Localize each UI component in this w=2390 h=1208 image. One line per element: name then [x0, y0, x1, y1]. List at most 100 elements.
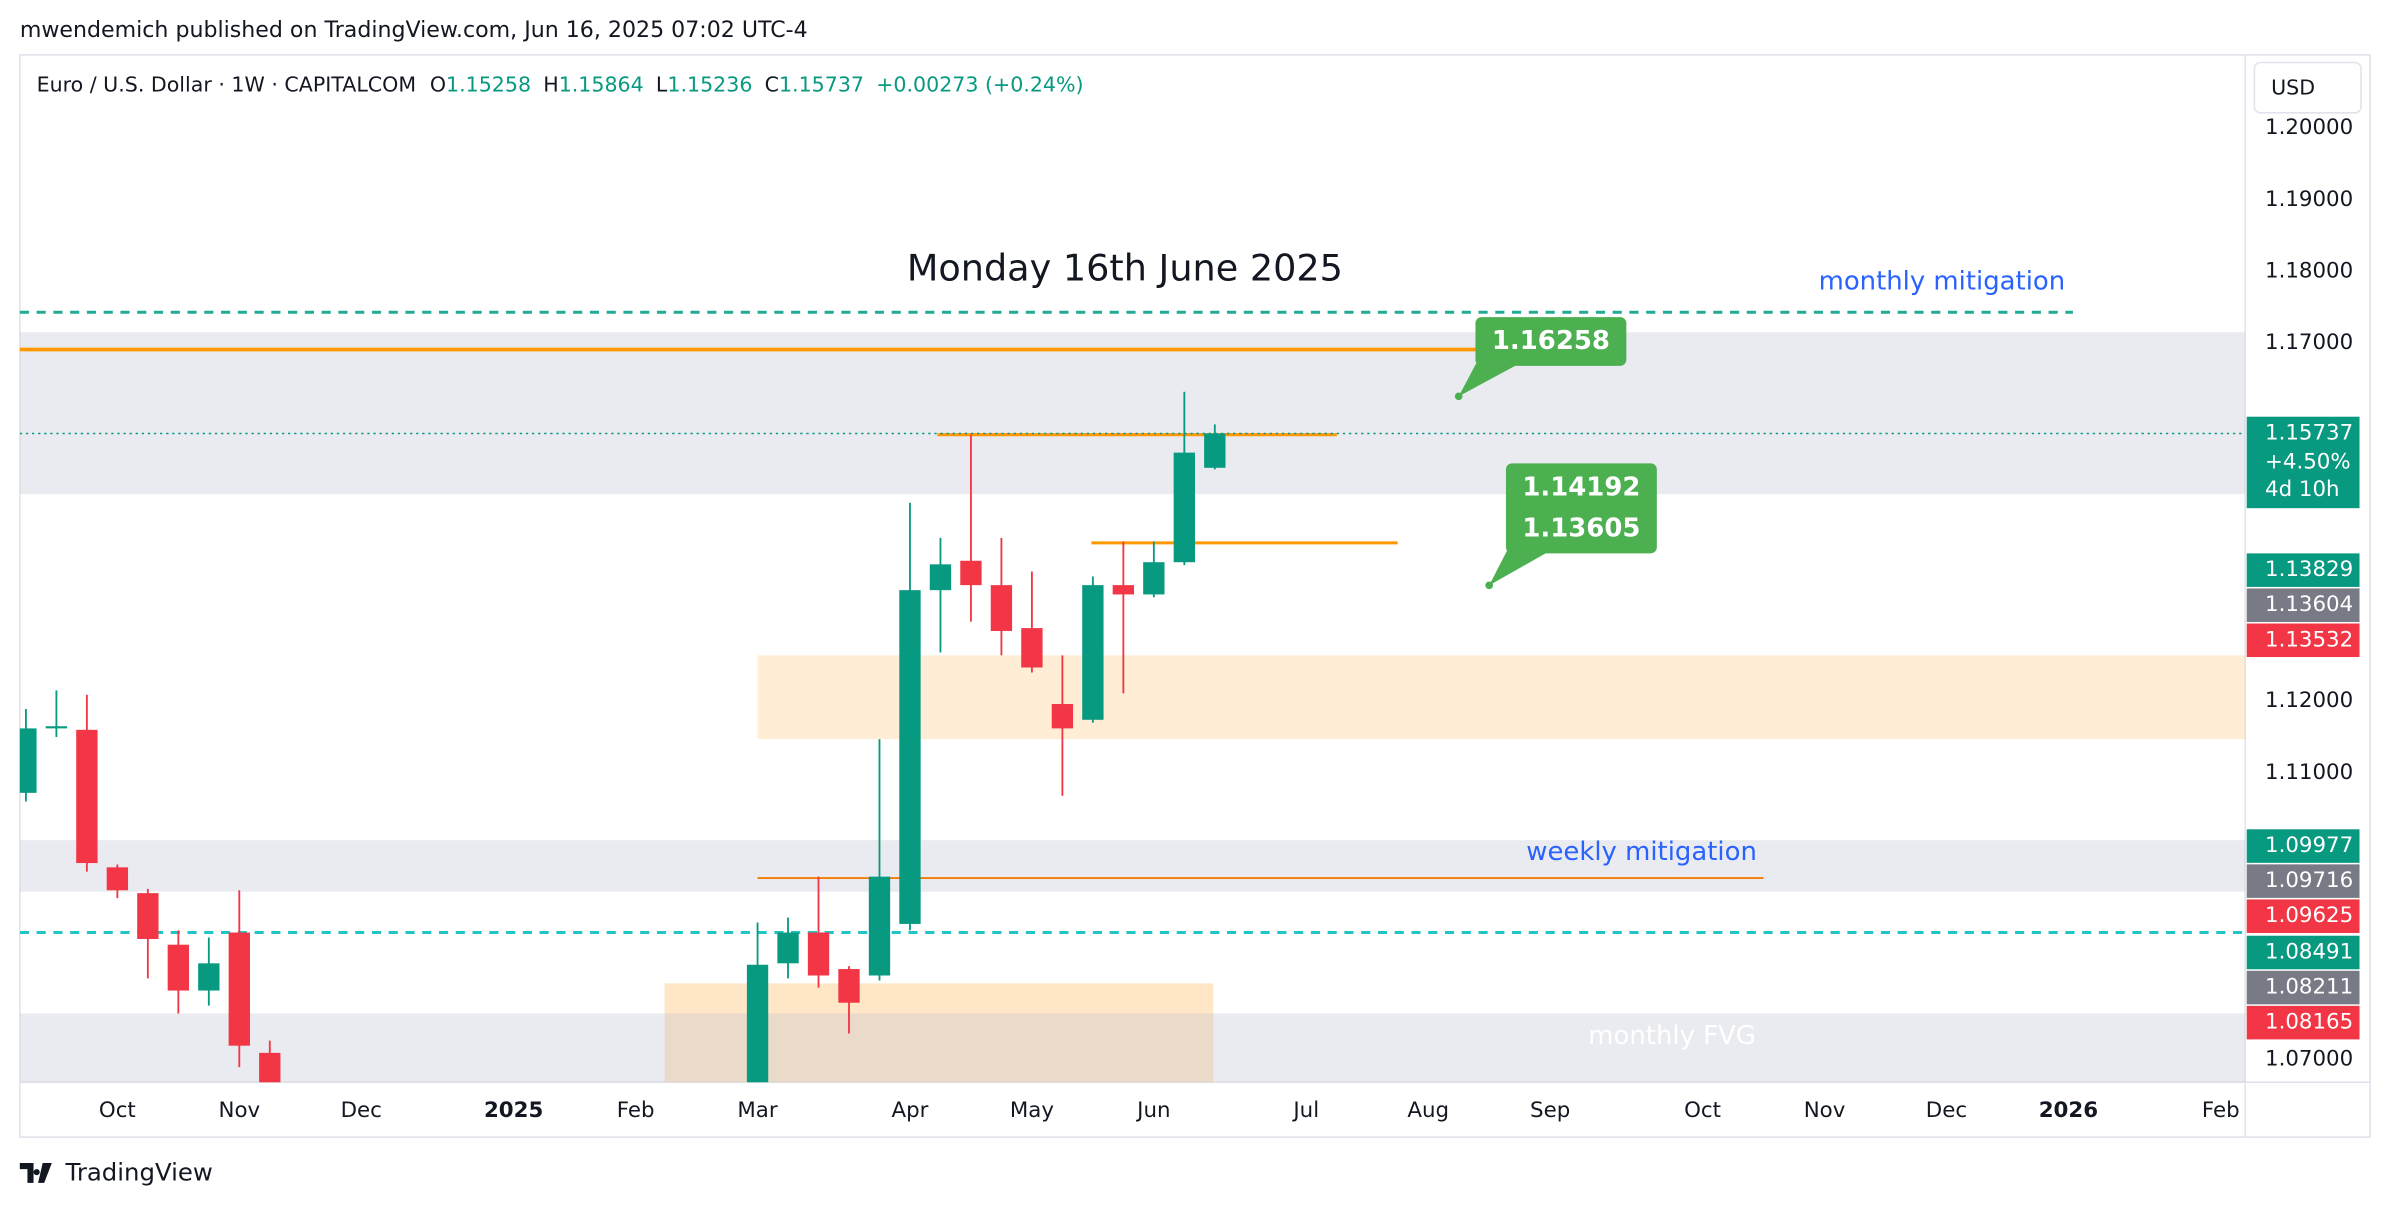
- x-tick-label: Feb: [2202, 1098, 2240, 1123]
- candle-body: [106, 867, 129, 891]
- candle-body: [1021, 628, 1043, 668]
- price-label: 1.13532: [2265, 627, 2353, 652]
- candle-body: [198, 963, 220, 991]
- ohlc-letter: L: [656, 72, 668, 96]
- ohlc-value: 1.15258: [446, 72, 531, 96]
- tv-logo: [19, 1163, 52, 1183]
- candle-body: [228, 932, 250, 1046]
- ohlc-letter: O: [430, 72, 446, 96]
- candle-body: [807, 932, 830, 976]
- publisher: mwendemich published on TradingView.com,…: [20, 17, 808, 43]
- price-label-bg: [2246, 970, 2360, 1005]
- x-tick-label: Mar: [737, 1098, 777, 1123]
- callout-dot: [1485, 581, 1493, 590]
- annotation: monthly mitigation: [1819, 267, 2066, 297]
- candle-body: [899, 590, 921, 924]
- countdown: 4d 10h: [2265, 477, 2340, 502]
- ohlc-letter: C: [765, 72, 779, 96]
- y-tick-label: 1.20000: [2265, 115, 2353, 140]
- symbol-header: Euro / U.S. Dollar · 1W · CAPITALCOM O1.1…: [37, 72, 1084, 96]
- chart-title: Monday 16th June 2025: [907, 246, 1343, 289]
- price-label-bg: [2246, 1005, 2360, 1040]
- current-change: +4.50%: [2265, 449, 2351, 474]
- candle-body: [929, 564, 952, 591]
- currency-button[interactable]: [2253, 61, 2362, 114]
- candle-body: [1082, 585, 1104, 720]
- candle-body: [137, 893, 159, 939]
- y-tick-label: 1.12000: [2265, 688, 2353, 713]
- candle-body: [777, 932, 799, 964]
- callout-dot: [1454, 392, 1463, 401]
- annotation: weekly mitigation: [1526, 837, 1757, 867]
- callout-value: 1.16258: [1492, 326, 1610, 356]
- candle-body: [1112, 585, 1135, 595]
- x-tick-label: Aug: [1407, 1098, 1449, 1123]
- zone: [19, 840, 2246, 892]
- price-label: 1.08211: [2265, 975, 2353, 1000]
- price-label: 1.08491: [2265, 940, 2353, 965]
- x-tick-label: Apr: [892, 1098, 929, 1123]
- price-label-bg: [2246, 899, 2360, 933]
- ohlc-value: 1.15864: [559, 72, 644, 96]
- x-tick-label: Sep: [1530, 1098, 1570, 1123]
- candle-body: [76, 729, 98, 864]
- callout-value: 1.14192: [1522, 472, 1640, 502]
- callout-box: [1505, 463, 1657, 554]
- candle-body: [19, 728, 37, 793]
- x-tick-label: Jun: [1135, 1098, 1170, 1123]
- header-part: Euro / U.S. Dollar · 1W · CAPITALCOM: [37, 72, 417, 96]
- ohlc-value: 1.15236: [667, 72, 752, 96]
- footer: TradingView: [65, 1158, 213, 1187]
- callout-box: [1475, 317, 1627, 366]
- y-tick-label: 1.17000: [2265, 330, 2353, 355]
- candle-body: [960, 560, 982, 586]
- price-label-bg: [2246, 553, 2360, 587]
- price-label: 1.09716: [2265, 868, 2353, 893]
- change: +0.00273 (+0.24%): [876, 72, 1083, 96]
- candle-body: [259, 1052, 281, 1083]
- candle-body: [746, 964, 769, 1083]
- price-label: 1.08165: [2265, 1010, 2353, 1035]
- price-label: 1.09625: [2265, 903, 2353, 928]
- y-tick-label: 1.11000: [2265, 760, 2353, 785]
- zone: [757, 655, 2246, 740]
- annotation: monthly FVG: [1588, 1021, 1756, 1051]
- x-tick-label: 2025: [484, 1098, 543, 1123]
- current-price: 1.15737: [2265, 420, 2353, 445]
- price-label: 1.13604: [2265, 592, 2353, 617]
- x-tick-label: Jul: [1291, 1098, 1319, 1123]
- plot: monthly mitigation weekly mitigation month…: [19, 267, 2246, 1083]
- price-label-bg: [2246, 588, 2360, 622]
- symbol-line: Euro / U.S. Dollar · 1W · CAPITALCOM O1.1…: [37, 72, 1084, 96]
- x-tick-label: Nov: [1804, 1098, 1846, 1123]
- candle-body: [1204, 433, 1226, 468]
- y-tick-label: 1.19000: [2265, 187, 2353, 212]
- price-label-bg: [2246, 829, 2360, 863]
- candle-body: [1051, 704, 1074, 729]
- price-label: 1.13829: [2265, 557, 2353, 582]
- current-price-bg: [2246, 416, 2360, 509]
- x-tick-label: Nov: [218, 1098, 260, 1123]
- x-tick-label: Dec: [1926, 1098, 1967, 1123]
- x-tick-label: Oct: [1684, 1098, 1721, 1123]
- frame: [19, 54, 2371, 1138]
- candle-body: [838, 969, 860, 1003]
- candle-body: [167, 944, 190, 991]
- y-tick-label: 1.18000: [2265, 258, 2353, 283]
- zone: [19, 332, 2246, 495]
- ohlc-value: 1.15737: [779, 72, 864, 96]
- y-tick-label: 1.07000: [2265, 1046, 2353, 1071]
- callout-value: 1.13605: [1522, 513, 1640, 543]
- x-tick-label: Feb: [617, 1098, 655, 1123]
- overlay: 1.16258 1.14192 1.13605 1.20000 1.19000 1.180…: [99, 115, 2360, 1123]
- price-label-bg: [2246, 935, 2360, 970]
- candle-body: [990, 585, 1013, 631]
- candle-body: [868, 876, 891, 976]
- currency[interactable]: USD: [2271, 75, 2315, 99]
- x-tick-label: May: [1010, 1098, 1054, 1123]
- zone: [19, 1013, 2246, 1083]
- x-tick-label: 2026: [2039, 1098, 2098, 1123]
